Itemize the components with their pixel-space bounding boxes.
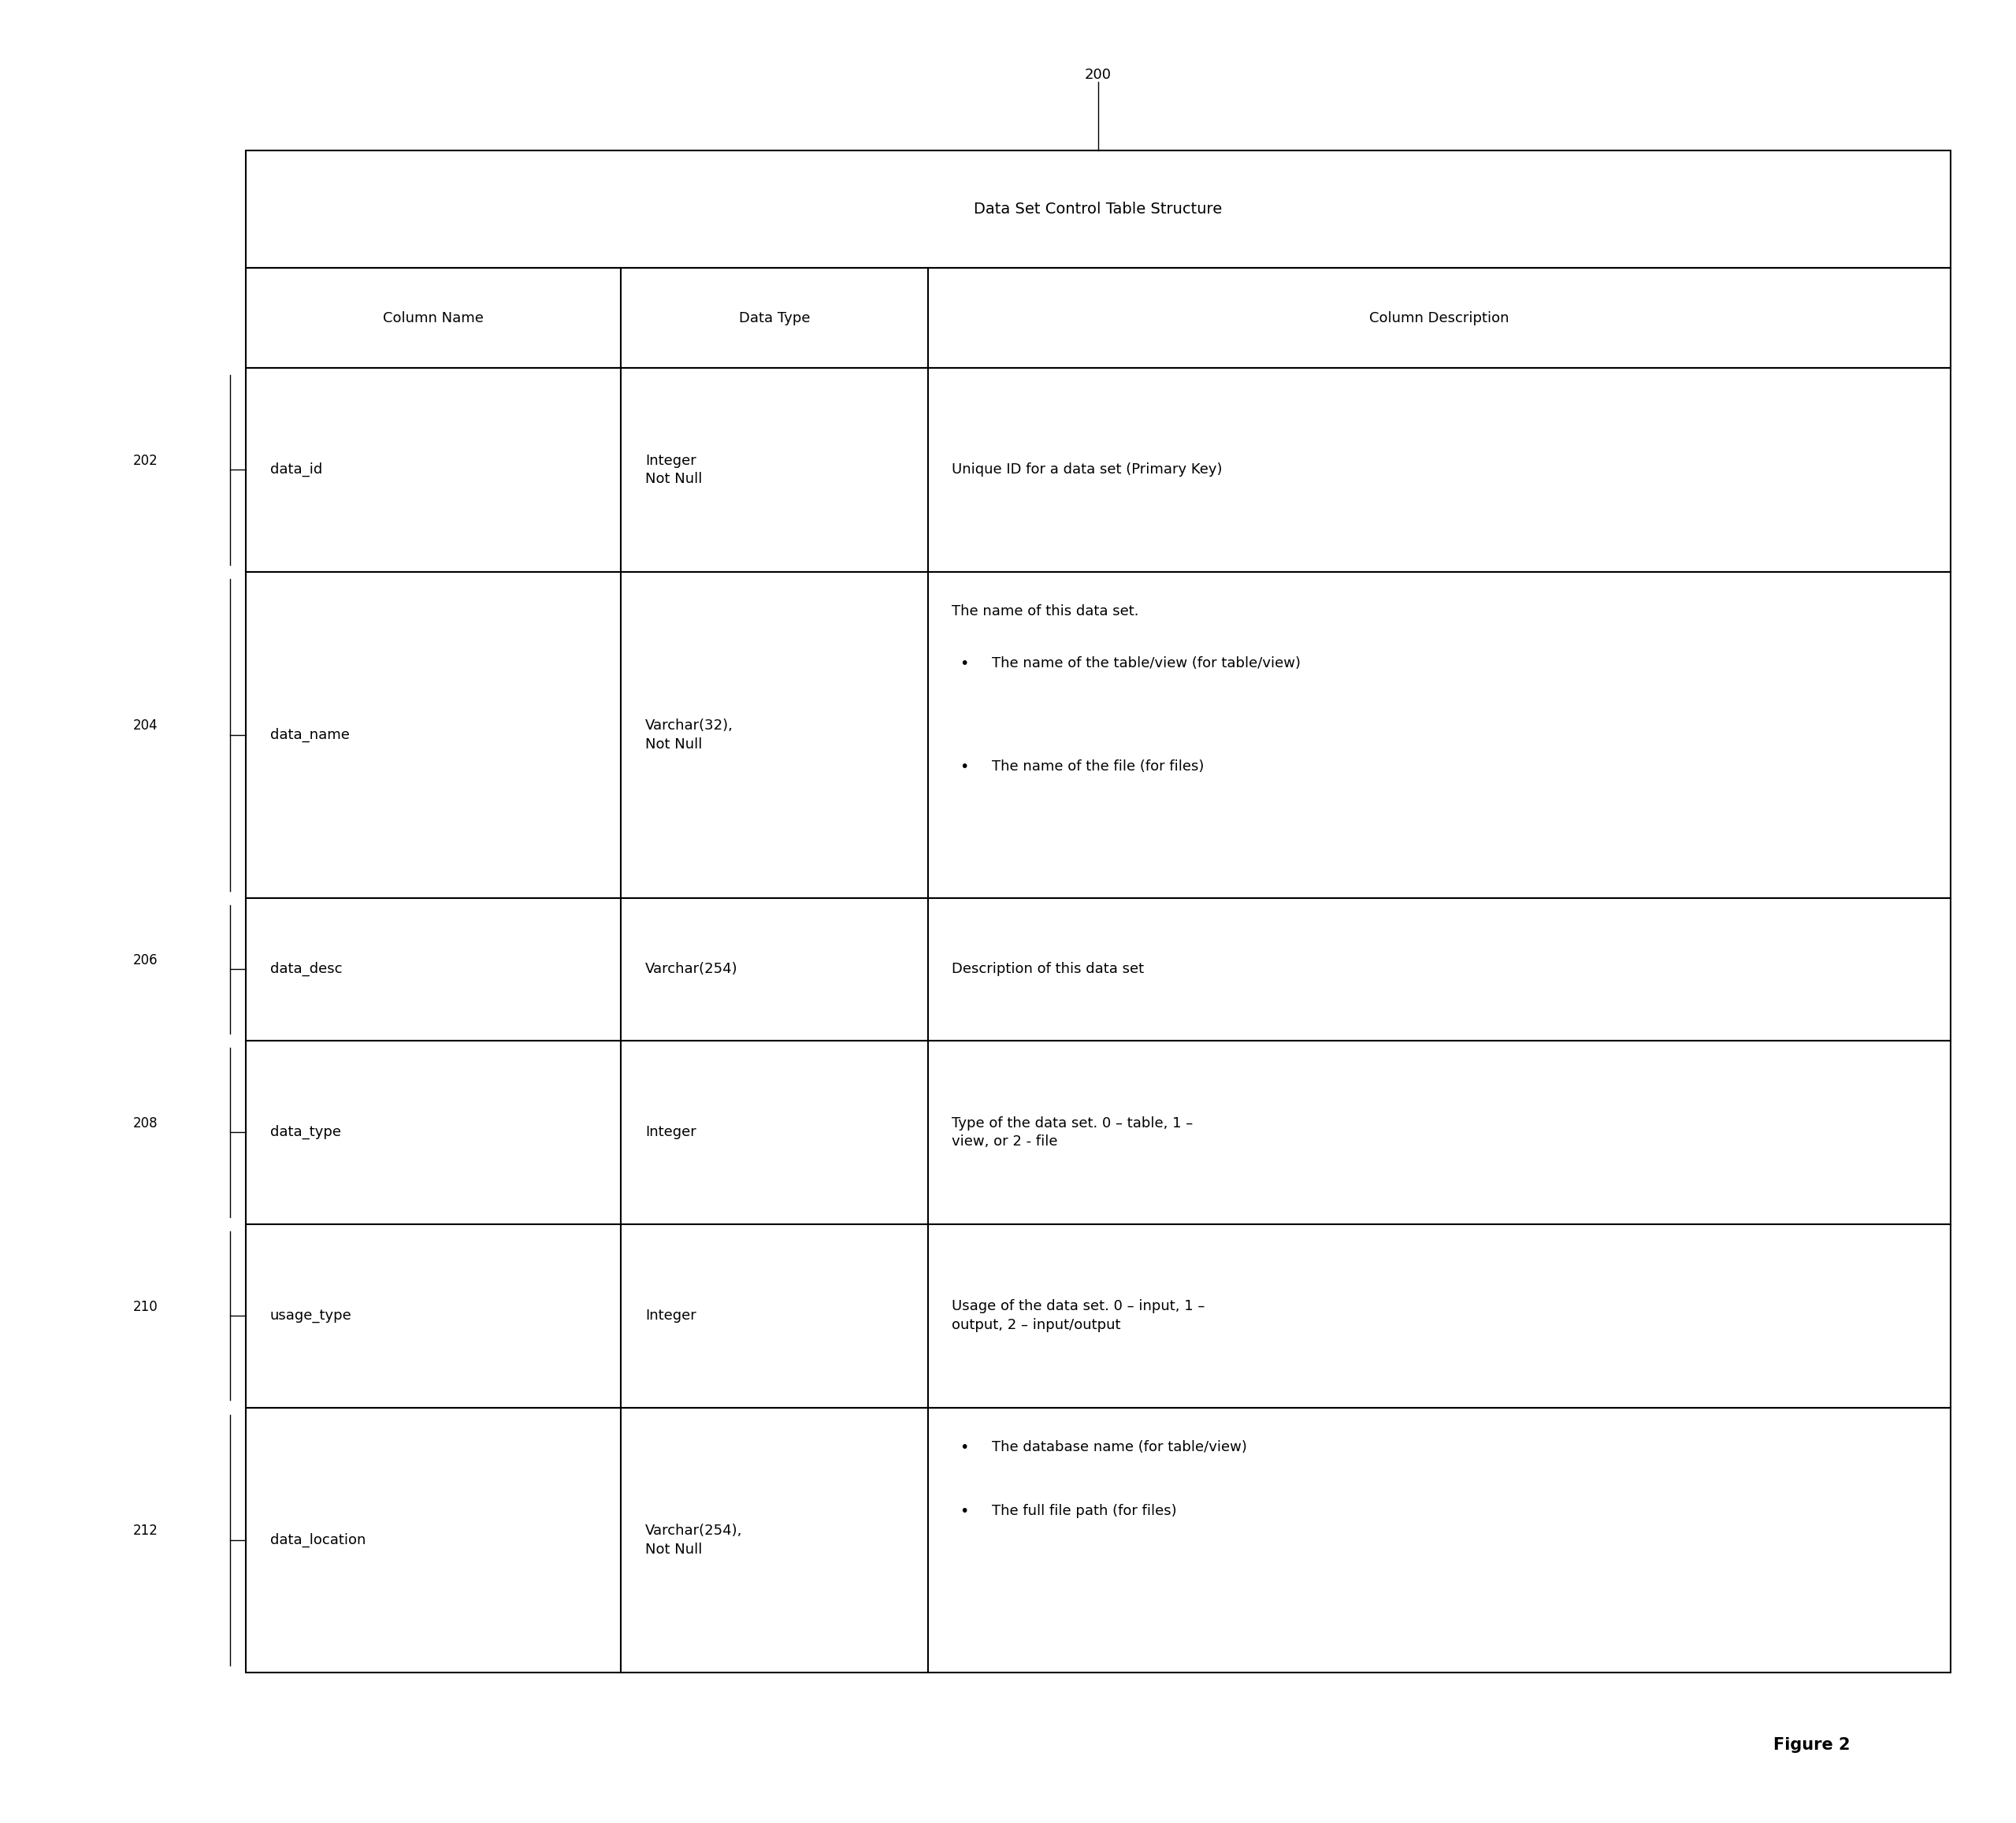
FancyBboxPatch shape <box>621 268 927 368</box>
FancyBboxPatch shape <box>621 1041 927 1223</box>
Text: 202: 202 <box>133 454 157 469</box>
FancyBboxPatch shape <box>621 1223 927 1407</box>
Text: 212: 212 <box>133 1524 157 1539</box>
Text: •: • <box>960 1440 970 1455</box>
Text: 208: 208 <box>133 1116 157 1130</box>
FancyBboxPatch shape <box>246 268 621 368</box>
FancyBboxPatch shape <box>927 1407 1949 1672</box>
Text: •: • <box>960 760 970 775</box>
Text: The name of this data set.: The name of this data set. <box>952 605 1139 618</box>
FancyBboxPatch shape <box>246 1223 621 1407</box>
Text: 200: 200 <box>1085 67 1111 82</box>
Text: Figure 2: Figure 2 <box>1774 1737 1851 1754</box>
Text: data_type: data_type <box>270 1125 341 1139</box>
Text: 206: 206 <box>133 953 157 968</box>
FancyBboxPatch shape <box>927 1041 1949 1223</box>
Text: Integer
Not Null: Integer Not Null <box>645 454 702 487</box>
Text: Integer: Integer <box>645 1309 696 1323</box>
FancyBboxPatch shape <box>927 368 1949 572</box>
Text: Unique ID for a data set (Primary Key): Unique ID for a data set (Primary Key) <box>952 463 1222 478</box>
Text: Data Type: Data Type <box>738 312 810 324</box>
Text: •: • <box>960 1504 970 1519</box>
FancyBboxPatch shape <box>246 368 621 572</box>
FancyBboxPatch shape <box>927 1223 1949 1407</box>
Text: The database name (for table/view): The database name (for table/view) <box>992 1440 1248 1455</box>
Text: Usage of the data set. 0 – input, 1 –
output, 2 – input/output: Usage of the data set. 0 – input, 1 – ou… <box>952 1300 1206 1333</box>
FancyBboxPatch shape <box>621 899 927 1041</box>
FancyBboxPatch shape <box>927 268 1949 368</box>
FancyBboxPatch shape <box>621 572 927 899</box>
Text: 204: 204 <box>133 718 157 733</box>
Text: data_desc: data_desc <box>270 963 343 977</box>
FancyBboxPatch shape <box>621 1407 927 1672</box>
Text: The full file path (for files): The full file path (for files) <box>992 1504 1177 1519</box>
Text: Varchar(32),
Not Null: Varchar(32), Not Null <box>645 718 734 751</box>
Text: 210: 210 <box>133 1300 157 1314</box>
Text: data_name: data_name <box>270 727 349 742</box>
FancyBboxPatch shape <box>927 572 1949 899</box>
FancyBboxPatch shape <box>246 1041 621 1223</box>
Text: Data Set Control Table Structure: Data Set Control Table Structure <box>974 202 1222 217</box>
Text: •: • <box>960 656 970 671</box>
Text: data_id: data_id <box>270 463 323 478</box>
Text: Description of this data set: Description of this data set <box>952 963 1145 977</box>
Text: Column Name: Column Name <box>383 312 484 324</box>
FancyBboxPatch shape <box>246 1407 621 1672</box>
Text: Type of the data set. 0 – table, 1 –
view, or 2 - file: Type of the data set. 0 – table, 1 – vie… <box>952 1116 1193 1148</box>
FancyBboxPatch shape <box>246 899 621 1041</box>
FancyBboxPatch shape <box>927 899 1949 1041</box>
Text: Integer: Integer <box>645 1125 696 1139</box>
Text: The name of the file (for files): The name of the file (for files) <box>992 760 1204 775</box>
Text: Varchar(254): Varchar(254) <box>645 963 738 977</box>
Text: The name of the table/view (for table/view): The name of the table/view (for table/vi… <box>992 656 1300 671</box>
FancyBboxPatch shape <box>246 572 621 899</box>
Text: Varchar(254),
Not Null: Varchar(254), Not Null <box>645 1524 742 1557</box>
FancyBboxPatch shape <box>246 151 1949 268</box>
Text: data_location: data_location <box>270 1533 365 1548</box>
Text: usage_type: usage_type <box>270 1309 353 1323</box>
Text: Column Description: Column Description <box>1369 312 1510 324</box>
FancyBboxPatch shape <box>621 368 927 572</box>
